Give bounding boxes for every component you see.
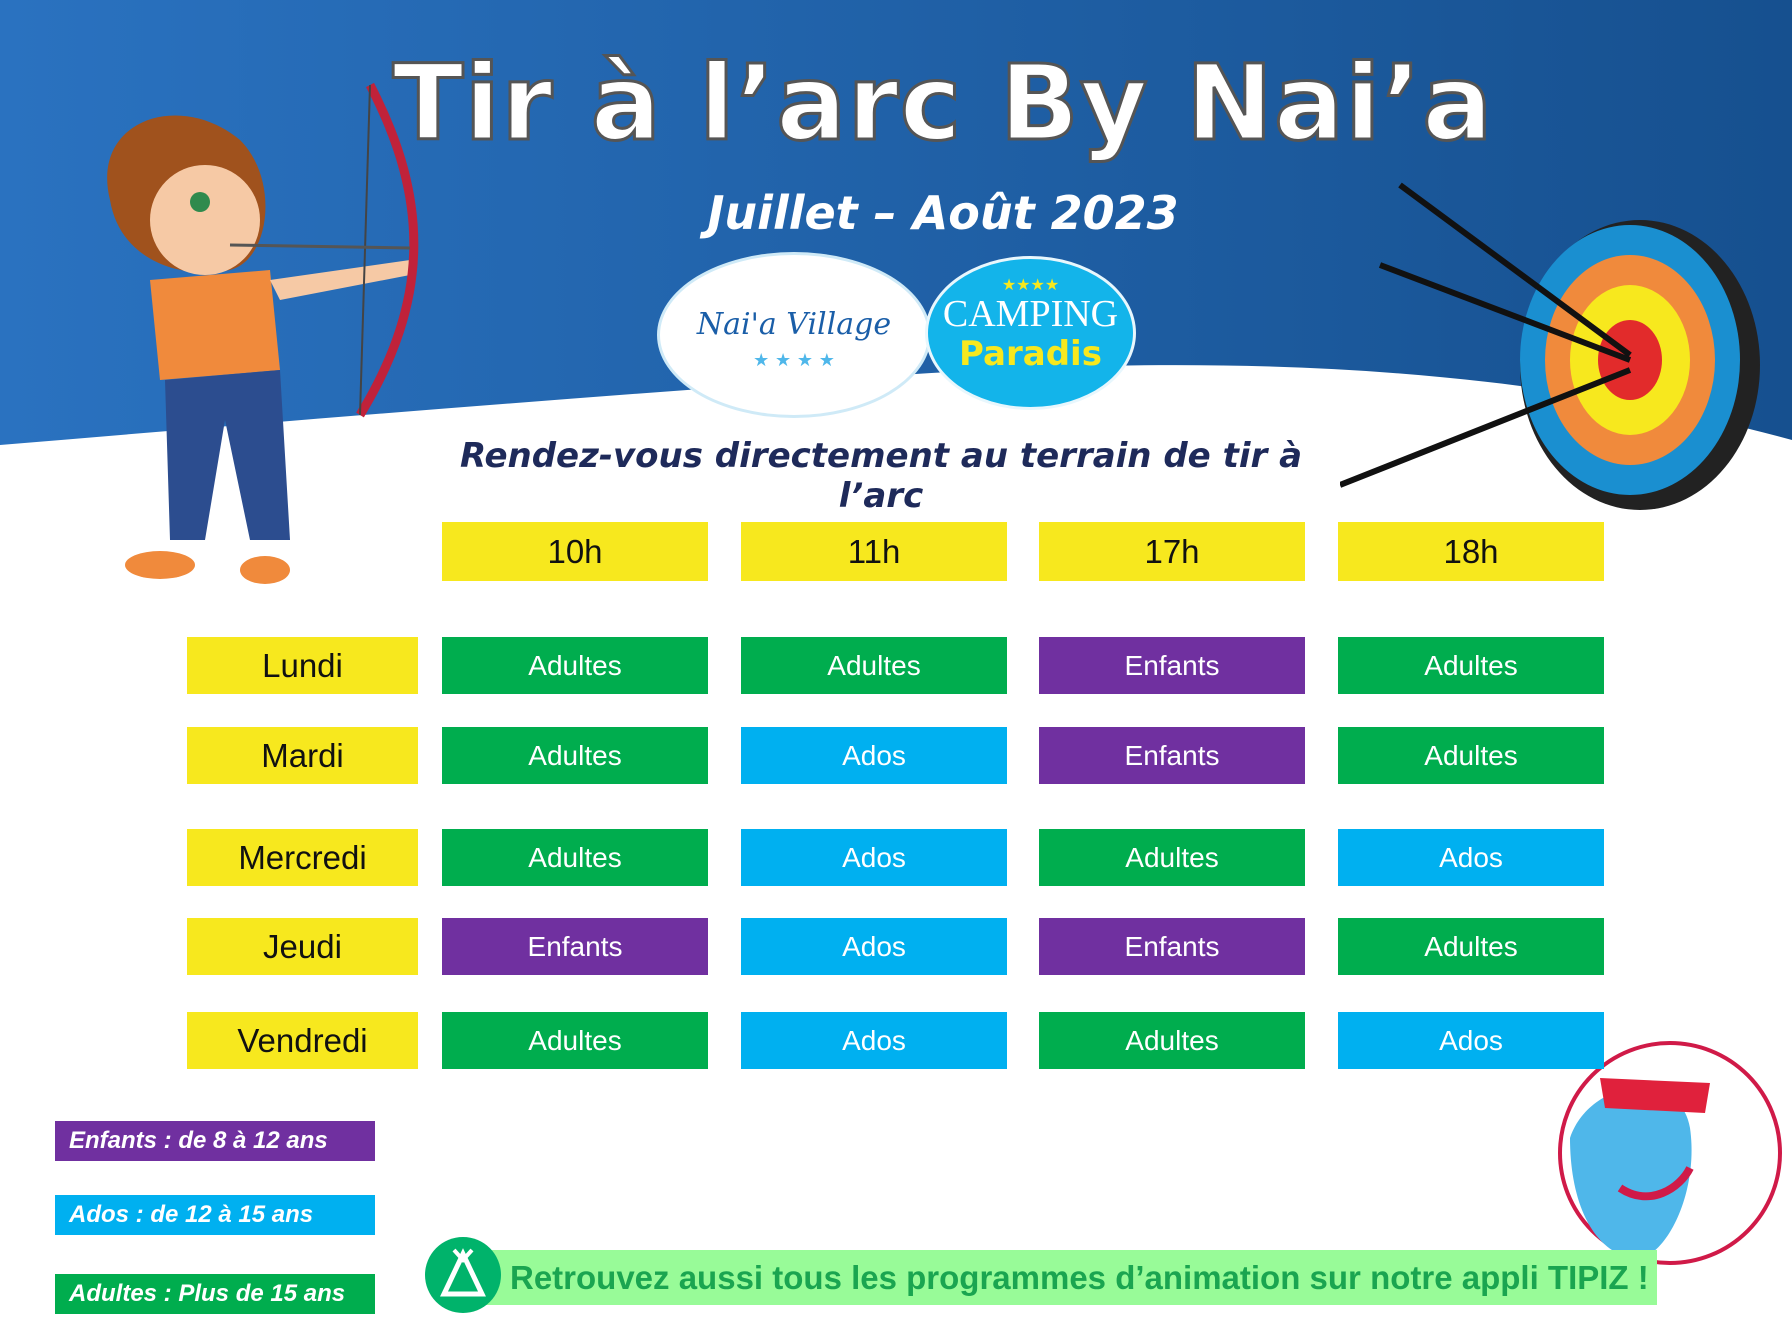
- instruction-text: Rendez-vous directement au terrain de ti…: [459, 436, 1303, 516]
- schedule-slot: Adultes: [1039, 829, 1305, 886]
- day-label: Mardi: [187, 727, 418, 784]
- schedule-slot: Adultes: [1039, 1012, 1305, 1069]
- time-header: 11h: [741, 522, 1007, 581]
- schedule-slot: Ados: [1338, 829, 1604, 886]
- archer-girl-illustration: [107, 82, 419, 584]
- camping-paradis-logo: ★★★★ CAMPING Paradis: [925, 256, 1136, 410]
- tipiz-banner: Retrouvez aussi tous les programmes d’an…: [470, 1250, 1657, 1305]
- schedule-slot: Enfants: [442, 918, 708, 975]
- schedule-slot: Ados: [1338, 1012, 1604, 1069]
- schedule-slot: Enfants: [1039, 637, 1305, 694]
- legend-adultes: Adultes : Plus de 15 ans: [55, 1274, 375, 1314]
- paradis-text: Paradis: [959, 334, 1102, 374]
- schedule-slot: Adultes: [442, 829, 708, 886]
- day-label: Mercredi: [187, 829, 418, 886]
- legend-ados: Ados : de 12 à 15 ans: [55, 1195, 375, 1235]
- naia-village-logo: Nai'a Village ★ ★ ★ ★: [657, 252, 931, 418]
- schedule-slot: Adultes: [741, 637, 1007, 694]
- day-label: Lundi: [187, 637, 418, 694]
- page-title: Tir à l’arc By Nai’a: [391, 41, 1494, 166]
- schedule-slot: Ados: [741, 829, 1007, 886]
- time-header: 17h: [1039, 522, 1305, 581]
- schedule-slot: Adultes: [1338, 918, 1604, 975]
- schedule-slot: Enfants: [1039, 727, 1305, 784]
- schedule-slot: Ados: [741, 1012, 1007, 1069]
- schedule-slot: Adultes: [442, 637, 708, 694]
- schedule-slot: Adultes: [442, 1012, 708, 1069]
- tipiz-tent-icon: [425, 1237, 501, 1313]
- dolphin-mascot: [1558, 1041, 1782, 1265]
- schedule-slot: Adultes: [1338, 637, 1604, 694]
- time-header: 18h: [1338, 522, 1604, 581]
- schedule-slot: Adultes: [442, 727, 708, 784]
- schedule-slot: Ados: [741, 918, 1007, 975]
- legend-enfants: Enfants : de 8 à 12 ans: [55, 1121, 375, 1161]
- time-header: 10h: [442, 522, 708, 581]
- schedule-slot: Ados: [741, 727, 1007, 784]
- camping-text: CAMPING: [942, 293, 1119, 335]
- day-label: Jeudi: [187, 918, 418, 975]
- page-subtitle: Juillet – Août 2023: [707, 186, 1179, 240]
- stars-icon: ★★★★: [1001, 275, 1060, 294]
- naia-logo-text: Nai'a Village: [696, 307, 892, 342]
- schedule-slot: Enfants: [1039, 918, 1305, 975]
- day-label: Vendredi: [187, 1012, 418, 1069]
- stars-icon: ★ ★ ★ ★: [753, 350, 835, 371]
- target-illustration: [1340, 182, 1760, 510]
- schedule-slot: Adultes: [1338, 727, 1604, 784]
